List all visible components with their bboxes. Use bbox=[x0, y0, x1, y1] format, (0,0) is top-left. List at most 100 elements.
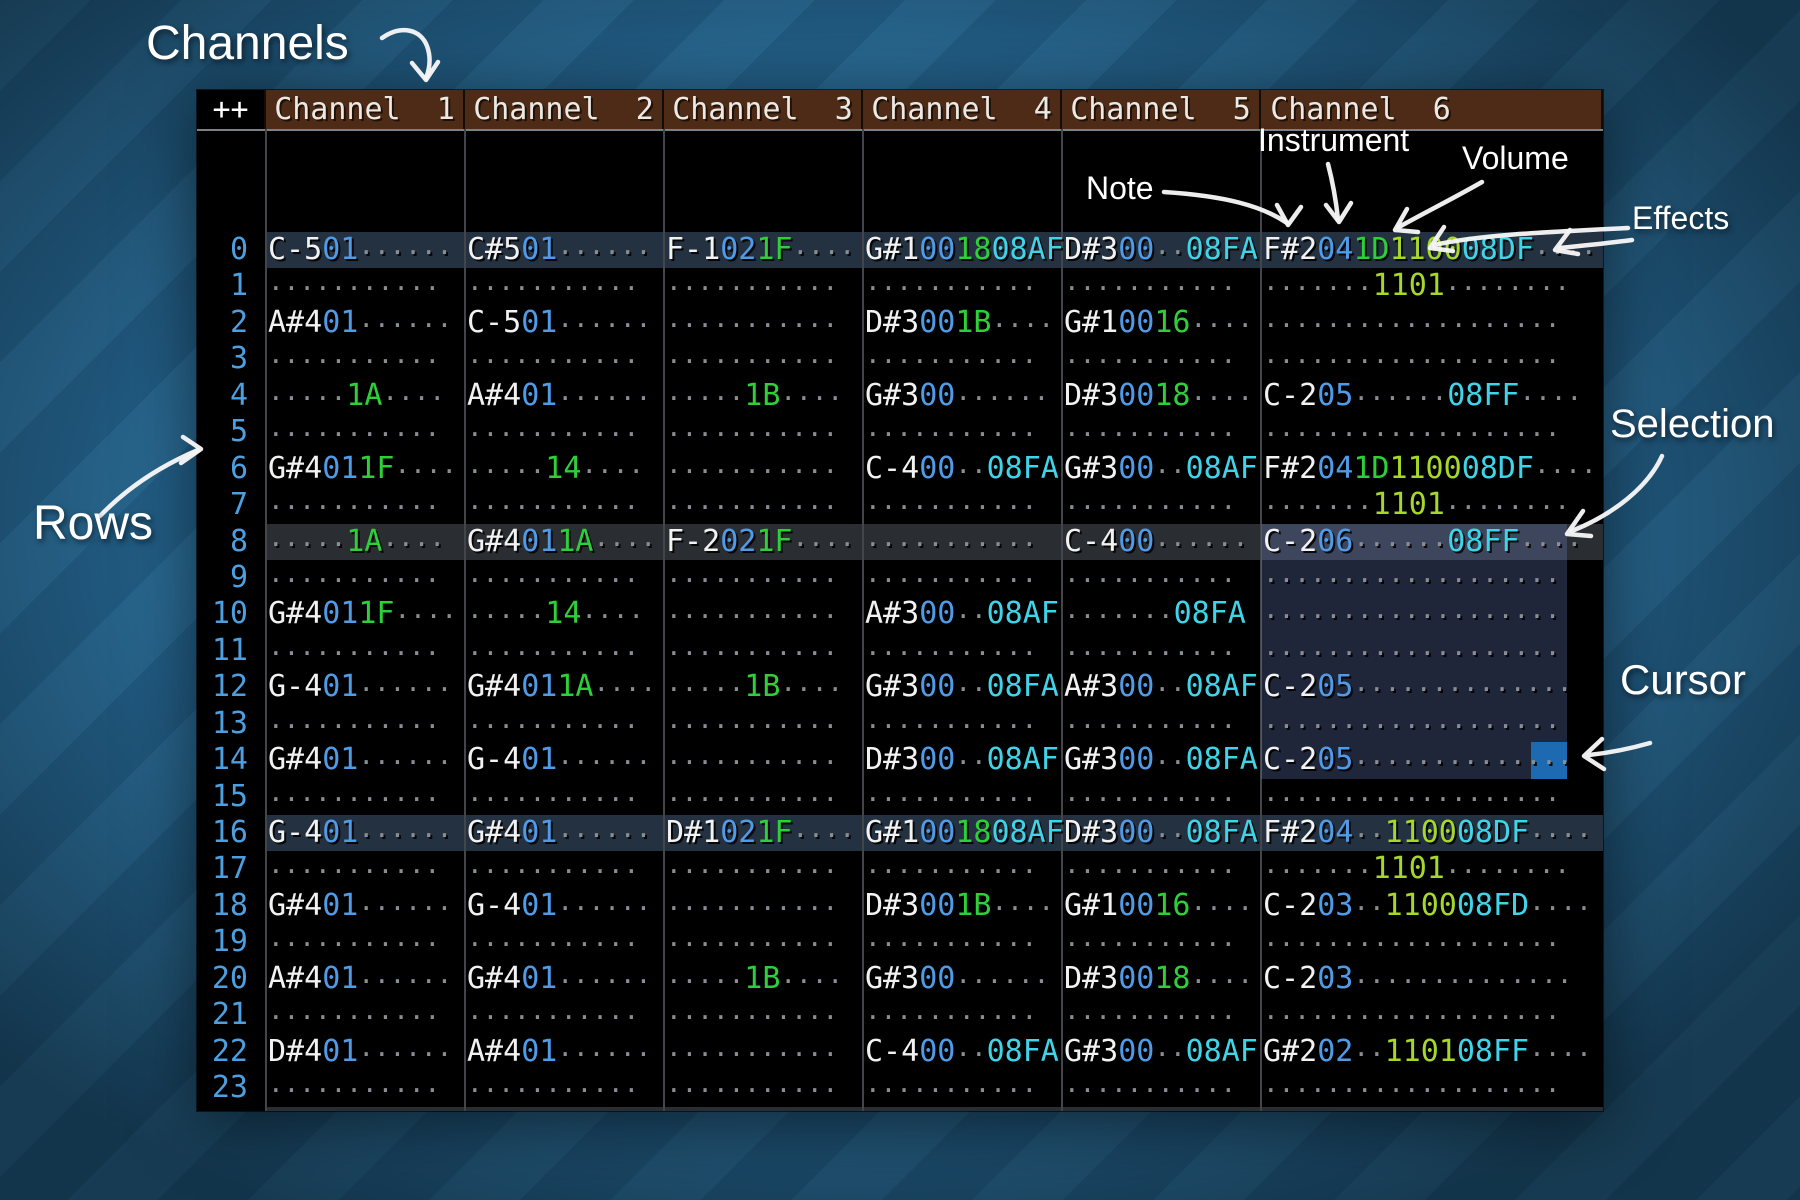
pattern-cell[interactable]: ................... bbox=[1261, 340, 1603, 377]
pattern-cell[interactable]: G-401...... bbox=[266, 814, 465, 851]
pattern-cell[interactable]: ........... bbox=[1062, 923, 1261, 960]
pattern-cell[interactable]: C-501...... bbox=[266, 231, 465, 268]
channel-header-2[interactable]: Channel 2 bbox=[465, 90, 664, 129]
pattern-cell[interactable]: A#401...... bbox=[266, 304, 465, 341]
pattern-cell[interactable]: ................... bbox=[1261, 705, 1603, 742]
pattern-cell[interactable]: ........... bbox=[266, 559, 465, 596]
pattern-cell[interactable]: .....1B.... bbox=[664, 377, 863, 414]
pattern-cell[interactable]: ........... bbox=[664, 887, 863, 924]
pattern-cell[interactable]: C-205......08FF.... bbox=[1261, 377, 1603, 414]
edit-cursor[interactable] bbox=[1531, 742, 1567, 779]
pattern-cell[interactable]: ........... bbox=[664, 996, 863, 1033]
channel-header-6[interactable]: Channel 6 bbox=[1261, 90, 1603, 129]
pattern-cell[interactable]: G#4011F.... bbox=[266, 595, 465, 632]
pattern-cell[interactable]: ........... bbox=[863, 340, 1062, 377]
channel-header-5[interactable]: Channel 5 bbox=[1062, 90, 1261, 129]
pattern-cell[interactable]: .....1A.... bbox=[266, 377, 465, 414]
pattern-cell[interactable]: ........... bbox=[266, 850, 465, 887]
pattern-cell[interactable]: A#401...... bbox=[465, 1033, 664, 1070]
pattern-cell[interactable]: ........... bbox=[465, 559, 664, 596]
pattern-cell[interactable]: ........... bbox=[1062, 559, 1261, 596]
pattern-cell[interactable]: ........... bbox=[664, 705, 863, 742]
pattern-cell[interactable]: ........... bbox=[465, 850, 664, 887]
pattern-cell[interactable]: ........... bbox=[664, 267, 863, 304]
pattern-cell[interactable]: ........... bbox=[863, 632, 1062, 669]
pattern-cell[interactable]: ........... bbox=[465, 923, 664, 960]
pattern-cell[interactable]: ........... bbox=[863, 486, 1062, 523]
pattern-cell[interactable]: ........... bbox=[863, 523, 1062, 560]
pattern-cell[interactable]: G-401...... bbox=[465, 741, 664, 778]
pattern-cell[interactable]: .....14.... bbox=[465, 450, 664, 487]
pattern-cell[interactable]: ................... bbox=[1261, 304, 1603, 341]
pattern-cell[interactable]: G-401...... bbox=[266, 668, 465, 705]
pattern-cell[interactable]: ........... bbox=[863, 1106, 1062, 1112]
pattern-cell[interactable]: D#2021F.... bbox=[664, 1106, 863, 1112]
pattern-cell[interactable]: ................... bbox=[1261, 413, 1603, 450]
pattern-cell[interactable]: G#1001808AF bbox=[863, 815, 1064, 851]
pattern-cell[interactable]: .....14.... bbox=[465, 595, 664, 632]
pattern-cell[interactable]: ........... bbox=[664, 559, 863, 596]
pattern-cell[interactable]: ........... bbox=[1062, 1069, 1261, 1106]
channel-header-4[interactable]: Channel 4 bbox=[863, 90, 1062, 129]
pattern-cell[interactable]: ........... bbox=[863, 413, 1062, 450]
pattern-cell[interactable]: G#202..110108FF.... bbox=[1261, 1033, 1603, 1070]
pattern-cell[interactable]: ........... bbox=[465, 632, 664, 669]
pattern-cell[interactable]: ................... bbox=[1261, 1069, 1603, 1106]
pattern-cell[interactable]: A#401...... bbox=[266, 960, 465, 997]
pattern-cell[interactable]: A#300..08AF bbox=[863, 595, 1062, 632]
pattern-cell[interactable]: F-2021F.... bbox=[664, 523, 863, 560]
pattern-cell[interactable]: .......1101........ bbox=[1261, 267, 1603, 304]
pattern-cell[interactable]: ................... bbox=[1261, 923, 1603, 960]
pattern-cell[interactable]: G#401...... bbox=[465, 960, 664, 997]
pattern-cell[interactable]: D#30018.... bbox=[1062, 377, 1261, 414]
add-channel-button[interactable]: ++ bbox=[197, 90, 266, 129]
pattern-cell[interactable]: ........... bbox=[1062, 850, 1261, 887]
pattern-cell[interactable]: ........... bbox=[863, 778, 1062, 815]
pattern-cell[interactable]: D#300..08FA bbox=[1062, 231, 1261, 268]
pattern-cell[interactable]: F#2041D110008DF.... bbox=[1261, 231, 1603, 268]
pattern-cell[interactable]: G#401...... bbox=[266, 741, 465, 778]
pattern-cell[interactable]: ........... bbox=[1062, 996, 1261, 1033]
pattern-cell[interactable]: D#300..08FA bbox=[1062, 814, 1261, 851]
pattern-cell[interactable]: ........... bbox=[664, 486, 863, 523]
pattern-cell[interactable]: C-400...... bbox=[1062, 523, 1261, 560]
pattern-cell[interactable]: ........... bbox=[266, 923, 465, 960]
pattern-cell[interactable]: ........... bbox=[266, 267, 465, 304]
pattern-cell[interactable]: ........... bbox=[465, 340, 664, 377]
pattern-cell[interactable]: G#300..08AF bbox=[1062, 450, 1261, 487]
channel-header-1[interactable]: Channel 1 bbox=[266, 90, 465, 129]
pattern-cell[interactable]: .....1B.... bbox=[664, 960, 863, 997]
pattern-cell[interactable]: ........... bbox=[863, 850, 1062, 887]
pattern-cell[interactable]: .......1101........ bbox=[1261, 850, 1603, 887]
pattern-cell[interactable]: ........... bbox=[664, 1069, 863, 1106]
pattern-cell[interactable]: G#401...... bbox=[266, 887, 465, 924]
pattern-cell[interactable]: D#1021F.... bbox=[664, 814, 863, 851]
pattern-cell[interactable]: ........... bbox=[863, 923, 1062, 960]
pattern-cell[interactable]: ........... bbox=[664, 340, 863, 377]
pattern-cell[interactable]: ........... bbox=[266, 413, 465, 450]
pattern-cell[interactable]: ........... bbox=[266, 340, 465, 377]
pattern-cell[interactable]: G#10016.... bbox=[1062, 304, 1261, 341]
pattern-cell[interactable]: ........... bbox=[1062, 778, 1261, 815]
pattern-cell[interactable]: ........... bbox=[266, 996, 465, 1033]
pattern-cell[interactable]: G#4011A.... bbox=[465, 523, 664, 560]
pattern-cell[interactable]: C-205.............. bbox=[1261, 741, 1603, 778]
pattern-cell[interactable]: ........... bbox=[664, 1033, 863, 1070]
pattern-cell[interactable]: G#401...... bbox=[465, 814, 664, 851]
pattern-cell[interactable]: G#10016.... bbox=[1062, 887, 1261, 924]
pattern-cell[interactable]: .....1A.... bbox=[266, 523, 465, 560]
pattern-cell[interactable]: G#300..08AF bbox=[1062, 1033, 1261, 1070]
pattern-cell[interactable]: C-206......08FF.... bbox=[1261, 523, 1603, 560]
pattern-cell[interactable]: ................... bbox=[1261, 996, 1603, 1033]
pattern-cell[interactable]: ........... bbox=[465, 267, 664, 304]
pattern-cell[interactable]: D#401...... bbox=[465, 1106, 664, 1112]
pattern-cell[interactable]: ........... bbox=[266, 705, 465, 742]
pattern-cell[interactable]: F-1021F.... bbox=[664, 231, 863, 268]
pattern-cell[interactable]: ........... bbox=[664, 595, 863, 632]
pattern-cell[interactable]: ................... bbox=[1261, 778, 1603, 815]
pattern-cell[interactable]: F#2041D110008DF.... bbox=[1261, 450, 1603, 487]
pattern-cell[interactable]: ........... bbox=[664, 632, 863, 669]
pattern-cell[interactable]: ........... bbox=[1062, 267, 1261, 304]
pattern-cell[interactable]: ........... bbox=[266, 486, 465, 523]
pattern-cell[interactable]: G#300...... bbox=[863, 377, 1062, 414]
